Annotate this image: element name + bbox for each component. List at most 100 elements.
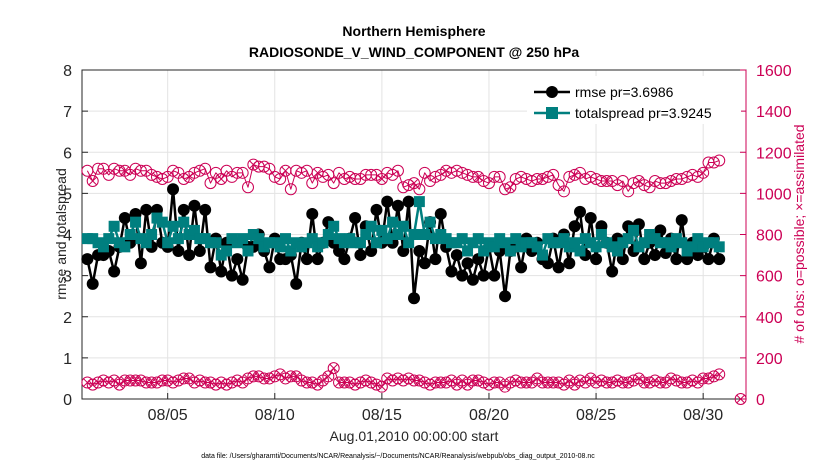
rmse-point bbox=[354, 249, 367, 262]
x-axis-label: Aug.01,2010 00:00:00 start bbox=[330, 428, 499, 444]
totalspread-point bbox=[569, 237, 581, 249]
x-tick-label: 08/20 bbox=[469, 407, 509, 424]
obs-possible-point bbox=[263, 162, 276, 175]
x-tick-label: 08/10 bbox=[255, 407, 295, 424]
obs-assimilated-cross bbox=[109, 376, 119, 385]
totalspread-point bbox=[665, 241, 677, 253]
obs-possible-point bbox=[638, 179, 651, 192]
obs-assimilated-cross bbox=[377, 382, 387, 392]
chart-subtitle: RADIOSONDE_V_WIND_COMPONENT @ 250 hPa bbox=[249, 44, 579, 60]
obs-assimilated-cross bbox=[329, 363, 339, 373]
rmse-point bbox=[86, 277, 99, 290]
rmse-point bbox=[172, 244, 185, 257]
obs-possible-cross bbox=[602, 176, 612, 186]
obs-assimilated-circle bbox=[263, 372, 276, 385]
rmse-point bbox=[702, 253, 715, 266]
obs-assimilated-cross bbox=[527, 378, 537, 387]
y-tick-label-left: 8 bbox=[63, 63, 72, 80]
totalspread-point bbox=[365, 220, 377, 232]
rmse-point bbox=[225, 269, 238, 282]
totalspread-point bbox=[178, 216, 190, 228]
obs-assimilated-cross bbox=[452, 380, 462, 389]
obs-possible-cross bbox=[570, 170, 579, 180]
totalspread-point bbox=[611, 245, 623, 257]
obs-possible-point bbox=[284, 183, 297, 196]
obs-possible-point bbox=[547, 168, 560, 181]
x-tick-label: 08/30 bbox=[683, 407, 723, 424]
totalspread-point bbox=[413, 196, 425, 208]
obs-possible-point bbox=[349, 172, 362, 185]
totalspread-point bbox=[140, 237, 152, 249]
series-markers bbox=[81, 154, 747, 405]
obs-possible-cross bbox=[409, 178, 419, 188]
rmse-point bbox=[215, 265, 228, 278]
totalspread-point bbox=[156, 216, 168, 228]
totalspread-point bbox=[488, 241, 500, 253]
obs-possible-point bbox=[231, 166, 244, 179]
rmse-point bbox=[450, 249, 463, 262]
rmse-point bbox=[370, 203, 383, 216]
obs-possible-point bbox=[199, 162, 212, 175]
rmse-point bbox=[413, 244, 426, 257]
totalspread-point bbox=[676, 237, 688, 249]
obs-assimilated-circle bbox=[365, 376, 378, 389]
obs-assimilated-circle bbox=[349, 378, 362, 391]
obs-assimilated-cross bbox=[495, 378, 505, 387]
rmse-point bbox=[108, 265, 121, 278]
totalspread-point bbox=[376, 224, 388, 236]
rmse-point bbox=[300, 253, 313, 266]
obs-assimilated-circle bbox=[413, 374, 426, 387]
obs-possible-point bbox=[327, 177, 340, 190]
y-axis-label-right: # of obs: o=possible; ×=assimilated bbox=[791, 124, 807, 343]
obs-possible-cross bbox=[120, 166, 130, 176]
obs-assimilated-cross bbox=[564, 376, 574, 385]
obs-possible-point bbox=[268, 170, 281, 183]
obs-possible-cross bbox=[152, 172, 162, 182]
obs-assimilated-circle bbox=[322, 370, 335, 383]
totalspread-point bbox=[403, 237, 415, 249]
obs-possible-cross bbox=[666, 176, 676, 186]
y-tick-label-left: 2 bbox=[63, 310, 72, 327]
totalspread-point bbox=[119, 241, 131, 253]
obs-possible-point bbox=[177, 172, 190, 185]
rmse-point bbox=[477, 269, 490, 282]
obs-possible-point bbox=[86, 175, 99, 188]
obs-assimilated-cross bbox=[115, 380, 124, 389]
totalspread-point bbox=[574, 245, 586, 257]
rmse-point bbox=[183, 249, 196, 262]
y-tick-label-right: 1000 bbox=[756, 186, 792, 203]
rmse-point bbox=[713, 253, 726, 266]
totalspread-point bbox=[210, 237, 222, 249]
totalspread-point bbox=[713, 241, 725, 253]
rmse-point bbox=[381, 195, 394, 208]
rmse-point bbox=[590, 253, 603, 266]
totalspread-point bbox=[221, 245, 233, 257]
y-tick-label-left: 3 bbox=[63, 269, 72, 286]
totalspread-point bbox=[504, 245, 516, 257]
rmse-point bbox=[199, 203, 212, 216]
rmse-point bbox=[584, 212, 597, 225]
obs-assimilated-cross bbox=[532, 374, 542, 383]
legend-rmse-label: rmse pr=3.6986 bbox=[575, 84, 674, 100]
obs-possible-cross bbox=[506, 182, 515, 192]
obs-assimilated-circle bbox=[713, 368, 726, 381]
obs-possible-cross bbox=[216, 174, 226, 184]
totalspread-point bbox=[124, 229, 136, 240]
rmse-point bbox=[391, 199, 404, 212]
obs-assimilated-cross bbox=[500, 382, 510, 392]
obs-possible-point bbox=[557, 185, 570, 198]
obs-assimilated-cross bbox=[323, 372, 333, 381]
rmse-point bbox=[552, 261, 565, 274]
obs-assimilated-circle bbox=[86, 378, 99, 391]
obs-possible-point bbox=[584, 170, 597, 183]
obs-possible-point bbox=[145, 168, 158, 181]
x-tick-label: 08/25 bbox=[576, 407, 616, 424]
rmse-point bbox=[140, 203, 153, 216]
totalspread-point bbox=[686, 241, 698, 253]
totalspread-point bbox=[499, 237, 511, 249]
totalspread-point bbox=[279, 233, 291, 245]
rmse-point bbox=[349, 212, 362, 225]
y-tick-label-right: 1600 bbox=[756, 63, 792, 80]
rmse-point bbox=[456, 269, 469, 282]
